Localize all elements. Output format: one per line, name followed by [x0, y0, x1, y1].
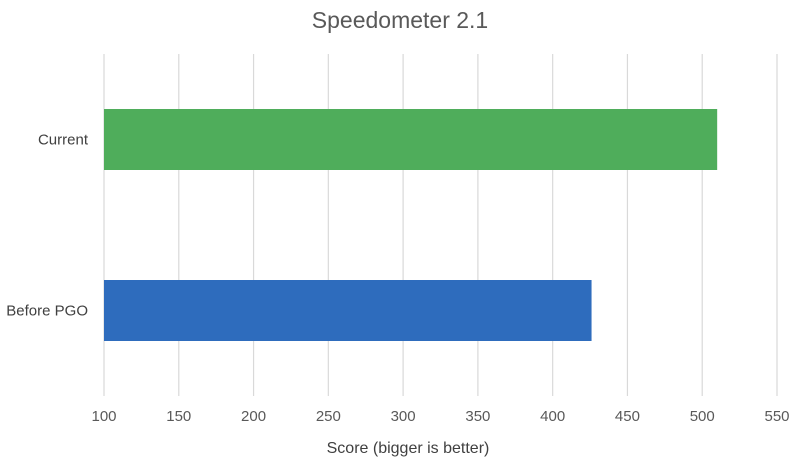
x-tick-label: 550: [764, 408, 789, 425]
x-tick-label: 500: [690, 408, 715, 425]
category-labels: Current Before PGO: [6, 132, 89, 320]
category-label: Before PGO: [6, 303, 88, 320]
bars: [104, 109, 718, 341]
x-tick-label: 300: [391, 408, 416, 425]
x-tick-label: 200: [241, 408, 266, 425]
bar-before-pgo: [104, 280, 592, 341]
x-tick-label: 350: [465, 408, 490, 425]
x-tick-label: 100: [91, 408, 116, 425]
x-tick-labels: 100 150 200 250 300 350 400 450 500 550: [91, 408, 789, 425]
x-tick-label: 150: [166, 408, 191, 425]
x-tick-label: 450: [615, 408, 640, 425]
bar-current: [104, 109, 718, 170]
chart-title: Speedometer 2.1: [312, 7, 488, 33]
x-tick-label: 400: [540, 408, 565, 425]
x-tick-label: 250: [316, 408, 341, 425]
category-label: Current: [38, 132, 89, 149]
x-axis-label: Score (bigger is better): [327, 440, 490, 457]
gridlines: [103, 54, 778, 396]
